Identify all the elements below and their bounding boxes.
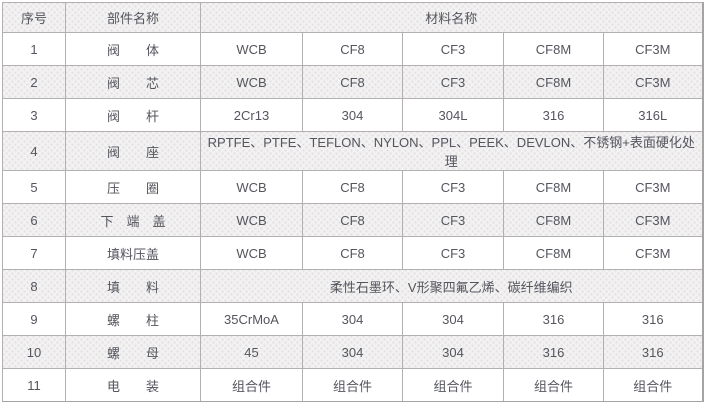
material-cell: CF8M <box>503 170 604 204</box>
material-cell: 组合件 <box>200 368 303 402</box>
material-cell: CF8 <box>302 170 403 204</box>
material-cell: CF8 <box>302 32 403 66</box>
part-name-cell: 电 装 <box>65 368 201 402</box>
table-row: 2 阀 芯 WCB CF8 CF3 CF8M CF3M <box>2 65 704 99</box>
material-cell: CF3M <box>602 65 704 99</box>
material-cell: CF3 <box>402 236 504 270</box>
part-name-cell: 螺 母 <box>65 335 201 369</box>
row-number-cell: 4 <box>2 131 66 171</box>
material-cell: 组合件 <box>602 368 704 402</box>
material-cell: 316 <box>503 98 604 132</box>
material-cell: 304 <box>402 302 504 336</box>
row-number-cell: 8 <box>2 269 66 303</box>
row-number-cell: 2 <box>2 65 66 99</box>
table-row: 6 下 端 盖 WCB CF8 CF3 CF8M CF3M <box>2 203 704 237</box>
material-cell: CF8M <box>503 32 604 66</box>
material-cell: 45 <box>200 335 303 369</box>
table-row: 7 填料压盖 WCB CF8 CF3 CF8M CF3M <box>2 236 704 270</box>
part-name-cell: 填料压盖 <box>65 236 201 270</box>
material-cell: 304 <box>402 335 504 369</box>
header-cell-material: 材料名称 <box>199 2 704 33</box>
table-row: 11 电 装 组合件 组合件 组合件 组合件 组合件 <box>2 368 704 402</box>
material-cell: 316 <box>602 335 704 369</box>
material-cell: 304L <box>402 98 504 132</box>
material-cell: 304 <box>302 302 403 336</box>
material-cell: CF8M <box>503 65 604 99</box>
material-cell: WCB <box>200 170 303 204</box>
material-cell: 35CrMoA <box>200 302 303 336</box>
material-cell: CF3 <box>402 65 504 99</box>
row-number-cell: 1 <box>2 32 66 66</box>
material-cell: 316L <box>602 98 704 132</box>
table-row: 8 填 料 柔性石墨环、V形聚四氟乙烯、碳纤维编织 <box>2 269 704 303</box>
material-cell: CF3 <box>402 203 504 237</box>
material-cell: WCB <box>200 65 303 99</box>
material-cell: 304 <box>302 335 403 369</box>
part-name-cell: 阀 体 <box>65 32 201 66</box>
material-cell: CF8M <box>503 203 604 237</box>
material-cell: CF8 <box>302 65 403 99</box>
material-cell: 316 <box>602 302 704 336</box>
material-cell: CF3M <box>602 236 704 270</box>
table-body: 1 阀 体 WCB CF8 CF3 CF8M CF3M 2 阀 芯 WCB CF… <box>2 32 704 402</box>
part-name-cell: 阀 座 <box>65 131 201 171</box>
part-name-cell: 下 端 盖 <box>65 203 201 237</box>
row-number-cell: 6 <box>2 203 66 237</box>
table-row: 10 螺 母 45 304 304 316 316 <box>2 335 704 369</box>
material-cell: 316 <box>503 335 604 369</box>
material-cell: CF8 <box>302 236 403 270</box>
part-name-cell: 压 圈 <box>65 170 201 204</box>
table-row: 1 阀 体 WCB CF8 CF3 CF8M CF3M <box>2 32 704 66</box>
header-cell-part: 部件名称 <box>65 2 201 33</box>
material-cell: WCB <box>200 203 303 237</box>
material-cell: CF8M <box>503 236 604 270</box>
row-number-cell: 3 <box>2 98 66 132</box>
row-number-cell: 9 <box>2 302 66 336</box>
material-cell: WCB <box>200 236 303 270</box>
part-name-cell: 阀 杆 <box>65 98 201 132</box>
table-row: 4 阀 座 RPTFE、PTFE、TEFLON、NYLON、PPL、PEEK、D… <box>2 131 704 171</box>
table-row: 3 阀 杆 2Cr13 304 304L 316 316L <box>2 98 704 132</box>
material-cell: CF3M <box>602 203 704 237</box>
material-merged-cell: 柔性石墨环、V形聚四氟乙烯、碳纤维编织 <box>199 269 704 303</box>
header-row: 序号 部件名称 材料名称 <box>2 2 704 33</box>
material-cell: CF3M <box>602 170 704 204</box>
part-name-cell: 阀 芯 <box>65 65 201 99</box>
header-cell-no: 序号 <box>2 2 66 33</box>
table-row: 9 螺 柱 35CrMoA 304 304 316 316 <box>2 302 704 336</box>
material-cell: 组合件 <box>402 368 504 402</box>
part-name-cell: 填 料 <box>65 269 201 303</box>
material-cell: CF3M <box>602 32 704 66</box>
material-cell: CF3 <box>402 170 504 204</box>
material-cell: 组合件 <box>503 368 604 402</box>
row-number-cell: 11 <box>2 368 66 402</box>
material-cell: 组合件 <box>302 368 403 402</box>
material-cell: CF3 <box>402 32 504 66</box>
row-number-cell: 5 <box>2 170 66 204</box>
material-cell: CF8 <box>302 203 403 237</box>
material-merged-cell: RPTFE、PTFE、TEFLON、NYLON、PPL、PEEK、DEVLON、… <box>199 131 704 171</box>
table-row: 5 压 圈 WCB CF8 CF3 CF8M CF3M <box>2 170 704 204</box>
row-number-cell: 7 <box>2 236 66 270</box>
material-cell: 2Cr13 <box>200 98 303 132</box>
material-cell: 304 <box>302 98 403 132</box>
part-name-cell: 螺 柱 <box>65 302 201 336</box>
material-cell: WCB <box>200 32 303 66</box>
material-cell: 316 <box>503 302 604 336</box>
row-number-cell: 10 <box>2 335 66 369</box>
